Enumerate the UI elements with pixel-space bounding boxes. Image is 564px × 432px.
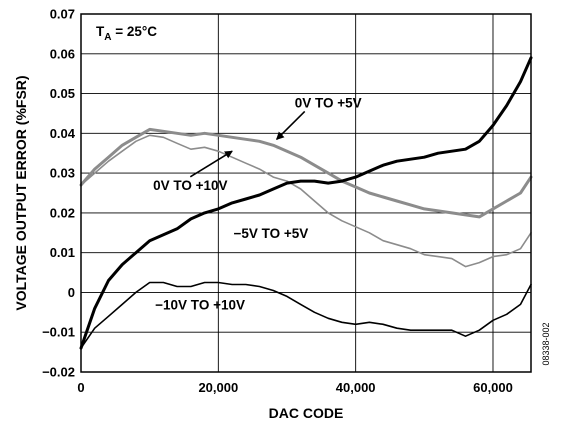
x-tick-label: 40,000 — [336, 380, 376, 395]
annotation-arrow — [189, 150, 233, 178]
y-tick-label: 0.06 — [50, 46, 75, 61]
annotation-arrow — [275, 110, 306, 141]
y-tick-label: 0 — [68, 285, 75, 300]
y-tick-label: 0.01 — [50, 245, 75, 260]
series-line-5v-to-5v — [79, 56, 533, 350]
series-line-0v-to-5v — [79, 127, 533, 219]
y-axis-title: VOLTAGE OUTPUT ERROR (%FSR) — [13, 75, 29, 310]
annotations: 0V TO +5V 0V TO +10V −5V TO +5V −10V TO +10… — [153, 95, 362, 312]
series-label: −5V TO +5V — [233, 226, 308, 241]
plot-frame — [80, 13, 532, 373]
x-tick-label: 0 — [77, 380, 84, 395]
x-tick-label: 60,000 — [473, 380, 513, 395]
y-tick-label: −0.01 — [42, 325, 75, 340]
x-axis-title: DAC CODE — [269, 405, 344, 421]
temperature-condition: TA = 25°C — [96, 24, 157, 43]
series-label: −10V TO +10V — [155, 298, 245, 313]
series-line-0v-to-10v — [80, 134, 532, 268]
y-tick-label: 0.03 — [50, 166, 75, 181]
series-group — [79, 56, 533, 350]
x-tick-label: 20,000 — [198, 380, 238, 395]
series-label: 0V TO +10V — [153, 178, 227, 193]
x-axis: 0 20,000 40,000 60,000 — [77, 380, 512, 395]
series-label: 0V TO +5V — [295, 95, 362, 110]
y-axis: −0.02 −0.01 0 0.01 0.02 0.03 0.04 0.05 0.06 0.07 — [42, 7, 76, 380]
figure-id: 08338-002 — [541, 322, 551, 365]
y-tick-label: 0.05 — [50, 86, 75, 101]
condition-suffix: = 25°C — [111, 24, 157, 39]
y-tick-label: 0.02 — [50, 205, 75, 220]
series-line-10v-to-10v — [80, 281, 532, 349]
y-tick-label: 0.07 — [50, 7, 75, 22]
condition-subscript: A — [104, 32, 111, 43]
y-tick-label: −0.02 — [42, 365, 75, 380]
y-tick-label: 0.04 — [50, 126, 76, 141]
condition-prefix: T — [96, 24, 105, 39]
